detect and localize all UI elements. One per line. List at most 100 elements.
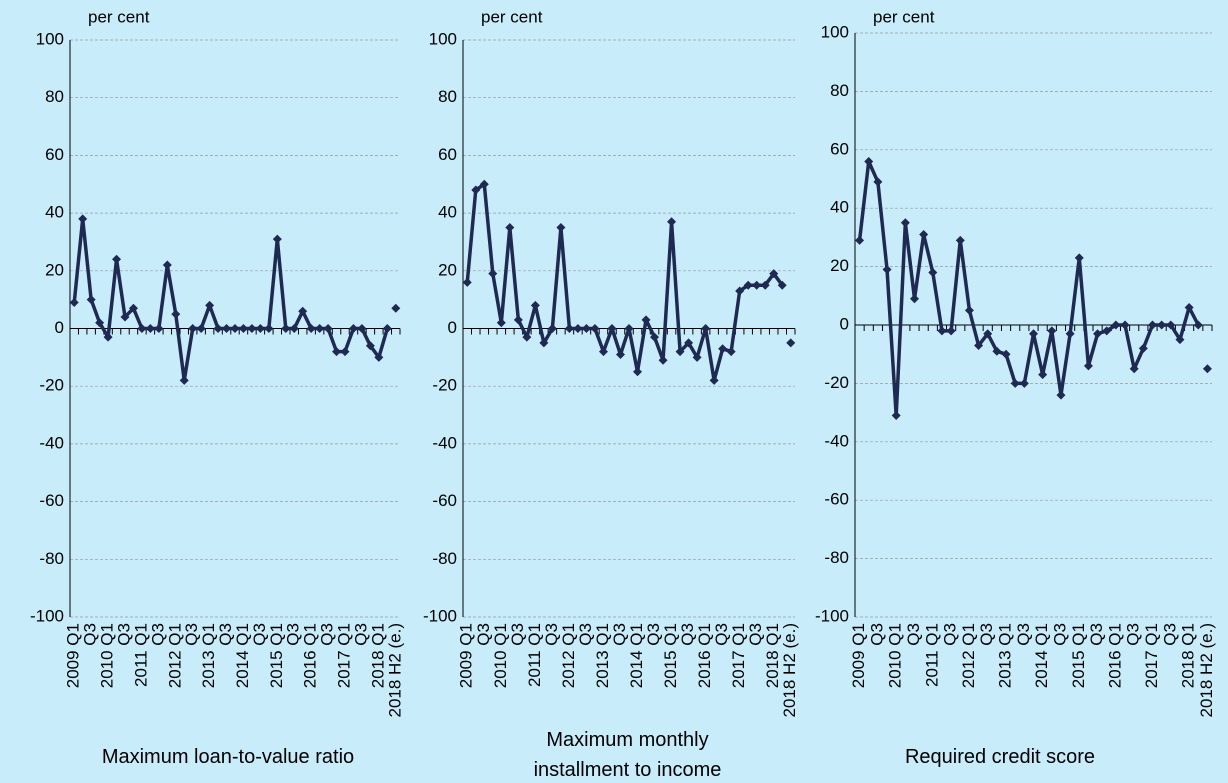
data-point (1120, 320, 1130, 330)
x-tick-label: Q3 (904, 623, 923, 646)
data-point (1056, 390, 1066, 400)
data-point (928, 267, 938, 277)
y-tick-label: 60 (438, 145, 457, 164)
data-point (726, 347, 736, 357)
x-tick-label: Q3 (474, 623, 493, 646)
x-tick-label: Q3 (576, 623, 595, 646)
data-point (1157, 320, 1167, 330)
data-point (205, 300, 215, 310)
x-tick-label: 2016 Q1 (695, 623, 714, 688)
y-tick-label: -60 (432, 491, 457, 510)
estimate-point (1202, 364, 1212, 374)
x-tick-label: Q3 (941, 623, 960, 646)
data-point (86, 295, 96, 305)
data-point (1001, 349, 1011, 359)
y-tick-label: -40 (39, 433, 64, 452)
x-tick-label: Q3 (746, 623, 765, 646)
data-point (196, 324, 206, 333)
y-tick-label: 80 (45, 87, 64, 106)
data-point (272, 234, 282, 244)
data-point (1138, 343, 1148, 353)
x-tick-label: 2012 Q1 (959, 623, 978, 688)
x-tick-label: 2009 Q1 (457, 623, 476, 688)
x-tick-label: Q3 (250, 623, 269, 646)
x-tick-label: Q3 (712, 623, 731, 646)
x-tick-label: Q3 (867, 623, 886, 646)
y-tick-label: 80 (438, 87, 457, 106)
data-point (496, 318, 506, 328)
data-point (137, 324, 147, 333)
y-tick-label: 20 (438, 260, 457, 279)
data-point (974, 340, 984, 350)
x-tick-label: 2016 Q1 (301, 623, 320, 688)
data-point (513, 315, 523, 325)
data-point (675, 347, 685, 357)
data-point (709, 375, 719, 385)
y-tick-label: 20 (830, 256, 849, 275)
data-point (1074, 253, 1084, 263)
x-tick-label: 2017 Q1 (729, 623, 748, 688)
data-point (112, 254, 122, 264)
data-point (264, 324, 274, 333)
y-tick-label: -20 (39, 376, 64, 395)
data-point (650, 332, 660, 342)
data-point (188, 324, 198, 333)
data-line (857, 159, 1200, 418)
data-point (752, 280, 762, 290)
data-point (103, 332, 113, 342)
x-tick-label: 2011 Q1 (131, 623, 150, 687)
data-point (992, 346, 1002, 356)
x-tick-label: Q3 (508, 623, 527, 646)
x-tick-label: 2018 Q1 (763, 623, 782, 688)
y-tick-label: -80 (39, 549, 64, 568)
y-tick-label: 40 (438, 203, 457, 222)
data-point (298, 306, 308, 316)
estimate-point (786, 338, 796, 348)
data-point (382, 324, 392, 333)
data-point (547, 324, 557, 333)
x-tick-label: Q3 (1014, 623, 1033, 646)
data-point (873, 177, 883, 187)
data-point (365, 341, 375, 351)
x-tick-label: 2015 Q1 (267, 623, 286, 688)
x-tick-label: 2012 Q1 (559, 623, 578, 688)
y-tick-label: -40 (824, 431, 849, 450)
x-tick-label: 2016 Q1 (1105, 623, 1124, 688)
x-tick-label: 2017 Q1 (334, 623, 353, 688)
x-tick-label: Q3 (216, 623, 235, 646)
data-point (471, 185, 481, 195)
y-tick-label: -100 (815, 606, 849, 625)
data-point (1184, 302, 1194, 312)
data-point (556, 223, 566, 233)
data-point (598, 347, 608, 357)
data-point (348, 324, 358, 333)
x-tick-label: Q3 (148, 623, 167, 646)
x-tick-label: 2013 Q1 (996, 623, 1015, 688)
data-point (247, 324, 257, 333)
data-point (777, 280, 787, 290)
data-point (539, 338, 549, 348)
x-tick-label: Q3 (1087, 623, 1106, 646)
y-tick-label: 60 (830, 139, 849, 158)
x-tick-label: Q3 (318, 623, 337, 646)
x-tick-label: Q3 (114, 623, 133, 646)
data-point (983, 329, 993, 339)
data-point (238, 324, 248, 333)
data-point (667, 217, 677, 227)
data-point (946, 326, 956, 336)
y-tick-label: -100 (423, 606, 457, 625)
data-point (658, 355, 668, 365)
data-point (340, 347, 350, 357)
data-point (530, 300, 540, 310)
data-point (162, 260, 172, 270)
y-axis-label: per cent (873, 7, 935, 26)
x-tick-label: Q3 (182, 623, 201, 646)
data-point (701, 324, 711, 333)
data-point (332, 347, 342, 357)
data-point (919, 229, 929, 239)
data-point (357, 324, 367, 333)
data-point (641, 315, 651, 325)
x-tick-label: 2010 Q1 (491, 623, 510, 688)
chart-title: Required credit score (904, 746, 1096, 768)
